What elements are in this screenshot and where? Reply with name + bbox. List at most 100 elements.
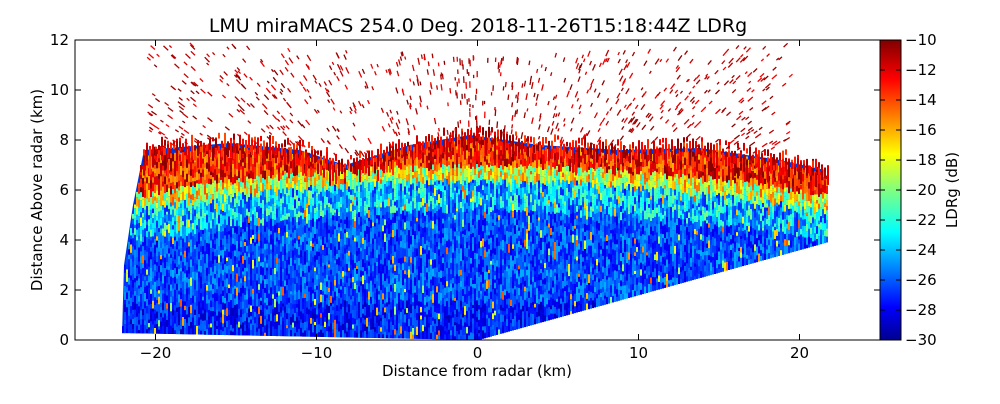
scan-cell bbox=[176, 317, 178, 327]
scan-cell bbox=[228, 251, 230, 258]
scan-cell bbox=[454, 314, 456, 323]
scan-cell bbox=[172, 296, 174, 302]
scan-cell bbox=[340, 297, 342, 304]
scan-cell bbox=[192, 177, 194, 182]
scan-cell bbox=[324, 227, 326, 234]
scan-cell bbox=[298, 290, 300, 300]
scan-cell bbox=[348, 261, 350, 268]
scan-cell bbox=[232, 243, 234, 251]
scan-cell bbox=[238, 225, 240, 231]
scan-cell bbox=[298, 172, 300, 177]
scan-cell bbox=[418, 168, 420, 175]
scan-cell bbox=[392, 200, 394, 205]
scan-cell bbox=[442, 312, 444, 319]
scan-cell bbox=[334, 220, 336, 227]
scan-cell bbox=[316, 233, 318, 239]
scan-cell bbox=[232, 294, 234, 302]
scan-cell bbox=[158, 158, 160, 162]
scan-cell bbox=[220, 265, 222, 274]
scan-cell bbox=[380, 207, 382, 211]
scan-cell bbox=[342, 330, 344, 338]
scan-cell bbox=[332, 290, 334, 298]
scan-cell bbox=[388, 206, 390, 213]
scan-cell bbox=[196, 194, 198, 199]
scan-cell bbox=[338, 257, 340, 266]
scan-cell bbox=[326, 196, 328, 205]
scan-cell bbox=[230, 185, 232, 195]
scan-cell bbox=[408, 211, 410, 215]
scan-cell bbox=[404, 302, 406, 309]
scan-cell bbox=[298, 299, 300, 304]
scan-cell bbox=[242, 274, 244, 278]
scan-cell bbox=[282, 310, 284, 318]
scan-cell bbox=[160, 312, 162, 317]
scan-cell bbox=[294, 270, 296, 279]
scan-cell bbox=[164, 329, 166, 334]
scan-cell bbox=[430, 316, 432, 325]
scan-cell bbox=[436, 233, 438, 242]
scan-cell bbox=[370, 219, 372, 228]
scan-cell bbox=[208, 178, 210, 184]
scan-cell bbox=[196, 217, 198, 226]
scan-cell bbox=[432, 285, 434, 291]
scan-cell bbox=[150, 329, 152, 334]
scan-cell bbox=[342, 293, 344, 300]
scan-cell bbox=[282, 295, 284, 304]
scan-cell bbox=[324, 264, 326, 270]
scan-cell bbox=[206, 210, 208, 215]
scan-cell bbox=[392, 294, 394, 300]
scan-cell bbox=[264, 269, 266, 276]
scan-cell bbox=[358, 269, 360, 276]
scan-cell bbox=[190, 161, 192, 170]
scan-cell bbox=[316, 279, 318, 286]
scan-cell bbox=[396, 333, 398, 339]
scan-cell bbox=[348, 286, 350, 291]
scan-cell bbox=[386, 329, 388, 335]
scan-cell bbox=[232, 197, 234, 206]
scan-cell bbox=[184, 179, 186, 187]
scan-cell bbox=[136, 280, 138, 288]
scan-cell bbox=[362, 323, 364, 327]
scan-cell bbox=[418, 301, 420, 306]
scan-cell bbox=[338, 306, 340, 312]
scan-cell bbox=[448, 292, 450, 299]
scan-cell bbox=[242, 247, 244, 253]
scan-cell bbox=[406, 287, 408, 293]
scan-cell bbox=[388, 188, 390, 194]
scan-cell bbox=[284, 170, 286, 175]
scan-cell bbox=[276, 165, 278, 170]
scan-cell bbox=[440, 300, 442, 306]
scan-cell bbox=[148, 308, 150, 314]
scan-cell bbox=[362, 332, 364, 338]
scan-cell bbox=[382, 177, 384, 181]
scan-cell bbox=[310, 276, 312, 282]
scan-cell bbox=[374, 287, 376, 294]
scan-cell bbox=[262, 191, 264, 200]
scan-cell bbox=[206, 262, 208, 268]
scan-cell bbox=[200, 292, 202, 300]
scan-cell bbox=[344, 271, 346, 276]
scan-cell bbox=[400, 247, 402, 254]
scan-cell bbox=[426, 218, 428, 224]
scan-cell bbox=[252, 206, 254, 211]
scan-cell bbox=[148, 183, 150, 190]
scan-cell bbox=[342, 178, 344, 185]
scan-cell bbox=[430, 291, 432, 296]
scan-cell bbox=[338, 271, 340, 275]
scan-cell bbox=[432, 173, 434, 180]
scan-cell bbox=[382, 329, 384, 335]
scan-cell bbox=[238, 260, 240, 268]
scan-cell bbox=[200, 319, 202, 324]
scan-cell bbox=[256, 318, 258, 328]
scan-cell bbox=[290, 229, 292, 234]
scan-cell bbox=[140, 302, 142, 307]
scan-cell bbox=[176, 249, 178, 253]
scan-cell bbox=[360, 266, 362, 271]
scan-cell bbox=[396, 172, 398, 179]
scan-cell bbox=[408, 158, 410, 165]
scan-cell bbox=[258, 183, 260, 188]
scan-cell bbox=[202, 254, 204, 258]
scan-cell bbox=[288, 286, 290, 291]
scan-cell bbox=[152, 297, 154, 301]
scan-cell bbox=[372, 190, 374, 198]
